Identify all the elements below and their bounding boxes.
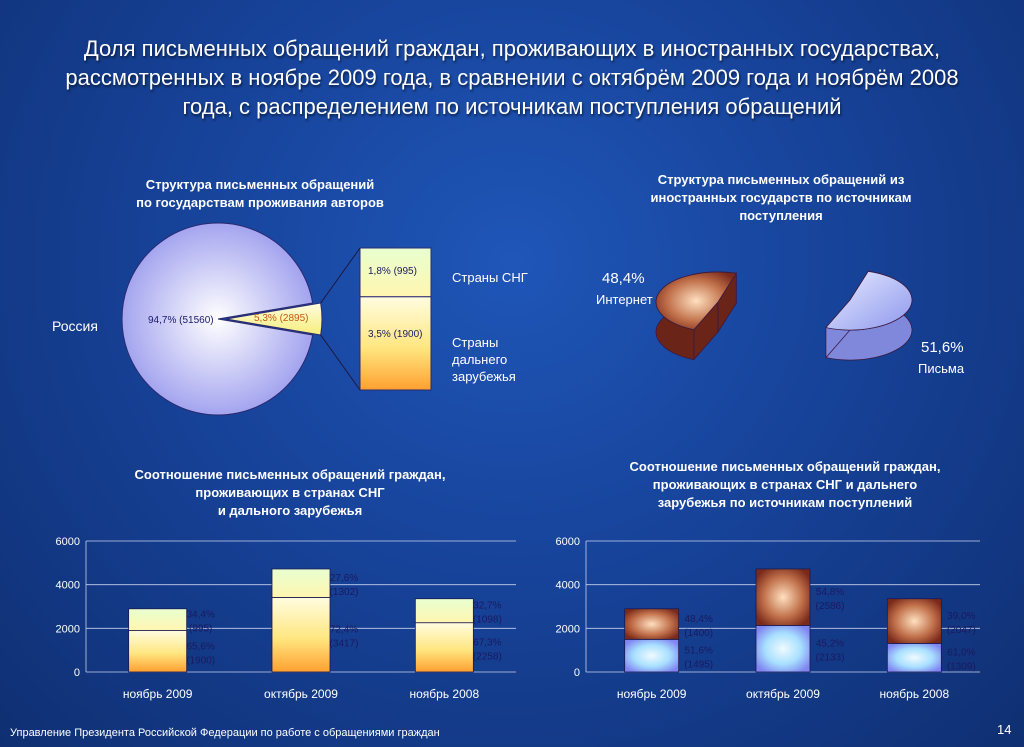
pie2-chart [655, 269, 913, 361]
bar-2-seg-1-count: (2047) [947, 625, 976, 636]
pie2-subtitle-line3: поступления [739, 208, 823, 223]
bar-0-seg-0-count: (1495) [684, 660, 713, 671]
bar2-subtitle-line3: зарубежья по источникам поступлений [657, 495, 913, 510]
pie1-breakdown-far [359, 296, 432, 391]
pie2-subtitle-line1: Структура письменных обращений из [657, 172, 905, 187]
pie1-subtitle-line2: по государствам проживания авторов [136, 195, 384, 210]
bar2-subtitle: Соотношение письменных обращений граждан… [585, 458, 985, 512]
pie1-data-label-abroad: 5,3% (2895) [254, 313, 308, 324]
bar-1-seg-1-pct: 54,8% [816, 587, 844, 598]
pie2-subtitle: Структура письменных обращений из иностр… [600, 171, 962, 225]
bar2-chart: 0 2000 4000 6000 51,6% (1495) 48,4% (1400) ноябр… [556, 536, 980, 701]
pie1-connector-top [320, 247, 361, 304]
page-number: 14 [997, 722, 1012, 737]
pie1-breakdown-cis [359, 247, 432, 298]
bar-2-seg-0-pct: 61,0% [947, 648, 975, 659]
bar-1-seg-0 [755, 625, 811, 673]
bar-1-seg-1 [755, 568, 811, 626]
pie1-slice-abroad [225, 302, 323, 336]
bar-2-seg-0 [886, 643, 942, 673]
pie2-label-letters: Письма [918, 361, 965, 376]
bar-1-seg-1-pct: 27,6% [330, 573, 358, 584]
bar-0-seg-1-count: (1400) [684, 628, 713, 639]
bar-1-seg-1-count: (2586) [816, 601, 845, 612]
pie1-label-cis: Страны СНГ [452, 270, 528, 285]
pie1-data-label-russia: 94,7% (51560) [148, 315, 214, 326]
bar-2-seg-1-pct: 32,7% [473, 601, 501, 612]
x-tick-label-0: ноябрь 2009 [617, 687, 687, 701]
pie1-breakdown-far-label: 3,5% (1900) [368, 329, 422, 340]
pie1-connector-bottom [320, 334, 361, 391]
pie1-breakdown-cis-label: 1,8% (995) [368, 266, 417, 277]
y-tick-label-2: 4000 [556, 580, 580, 592]
bar-0-seg-1 [624, 608, 680, 640]
bar1-subtitle-line1: Соотношение письменных обращений граждан… [134, 467, 446, 482]
slide-title: Доля письменных обращений граждан, прожи… [65, 36, 959, 119]
x-tick-label-2: ноябрь 2008 [880, 687, 950, 701]
x-tick-label-2: ноябрь 2008 [410, 687, 480, 701]
pie2-label-internet: Интернет [596, 292, 653, 307]
pie1-label-far-abroad: Страны дальнего зарубежья [452, 335, 516, 384]
bar-1-seg-0-pct: 72,4% [330, 625, 358, 636]
bar-0-seg-0-pct: 65,6% [186, 641, 214, 652]
bar-2-seg-1 [886, 598, 942, 644]
bar-1-seg-1-count: (1302) [330, 587, 359, 598]
bar-1-seg-0-count: (3417) [330, 639, 359, 650]
pie1-subtitle: Структура письменных обращений по госуда… [100, 176, 420, 212]
bar-2-seg-1 [414, 598, 474, 624]
bar1-chart: 0 2000 4000 6000 65,6% (1900) 34,4% (995) ноябрь… [56, 536, 516, 701]
bar-0-seg-0 [128, 630, 188, 673]
bar2-subtitle-line1: Соотношение письменных обращений граждан… [629, 459, 941, 474]
bar-2-seg-0-pct: 67,3% [473, 637, 501, 648]
footer-text: Управление Президента Российской Федерац… [10, 727, 440, 739]
bar-1-seg-0-count: (2133) [816, 653, 845, 664]
bar-1-seg-0-pct: 45,2% [816, 639, 844, 650]
pie2-subtitle-line2: иностранных государств по источникам [650, 190, 912, 205]
bar1-subtitle: Соотношение письменных обращений граждан… [90, 466, 490, 520]
bar-0-seg-0 [624, 638, 680, 673]
y-tick-label-3: 6000 [556, 536, 580, 548]
pie2-slice-letters-top [825, 270, 913, 331]
pie2-percent-internet: 48,4% [602, 270, 645, 287]
bar-0-seg-1-pct: 48,4% [684, 614, 712, 625]
pie1-slice-russia [121, 222, 314, 416]
bar-0-seg-1 [128, 608, 188, 631]
bar-0-seg-1-pct: 34,4% [186, 610, 214, 621]
y-tick-label-0: 0 [74, 667, 80, 679]
bar-2-seg-1-count: (1098) [473, 615, 502, 626]
bar-0-seg-1-count: (995) [189, 624, 212, 635]
y-tick-label-3: 6000 [56, 536, 80, 548]
y-tick-label-2: 4000 [56, 580, 80, 592]
y-tick-label-1: 2000 [56, 623, 80, 635]
bar1-subtitle-line3: и дального зарубежья [217, 503, 363, 518]
pie1-chart: 94,7% (51560) 5,3% (2895) 1,8% (995) 3,5% (… [121, 222, 432, 416]
pie1-label-russia: Россия [52, 318, 98, 334]
x-tick-label-1: октябрь 2009 [264, 687, 338, 701]
bar-2-seg-0-count: (1309) [947, 662, 976, 673]
bar-1-seg-0 [271, 596, 331, 673]
pie2-percent-letters: 51,6% [921, 339, 964, 356]
bar2-subtitle-line2: проживающих в странах СНГ и дальнего [652, 477, 918, 492]
pie2-slice-internet-top [655, 271, 737, 331]
bar-2-seg-1-pct: 39,0% [947, 611, 975, 622]
y-tick-label-0: 0 [574, 667, 580, 679]
bar-0-seg-0-count: (1900) [186, 655, 215, 666]
bar-0-seg-0-pct: 51,6% [684, 646, 712, 657]
bar-1-seg-1 [271, 568, 331, 598]
bar-2-seg-0 [414, 622, 474, 673]
bar1-subtitle-line2: проживающих в странах СНГ [195, 485, 385, 500]
pie1-subtitle-line1: Структура письменных обращений [145, 177, 375, 192]
y-tick-label-1: 2000 [556, 623, 580, 635]
x-tick-label-1: октябрь 2009 [746, 687, 820, 701]
bar-2-seg-0-count: (2258) [473, 651, 502, 662]
x-tick-label-0: ноябрь 2009 [123, 687, 193, 701]
